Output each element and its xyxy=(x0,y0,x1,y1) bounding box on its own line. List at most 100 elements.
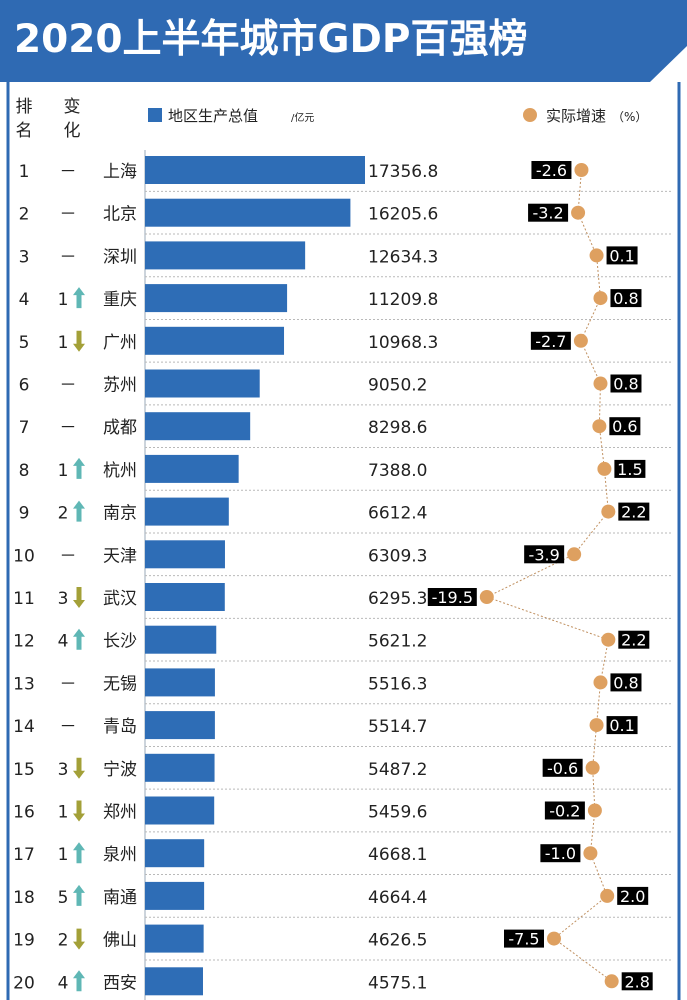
rank-change-number: 5 xyxy=(58,888,69,908)
growth-value-label: -3.9 xyxy=(529,545,560,564)
growth-label-box xyxy=(542,758,583,777)
growth-label-box xyxy=(609,417,641,436)
gdp-value-label: 5487.2 xyxy=(368,760,427,780)
growth-value-label: 0.1 xyxy=(609,716,634,735)
growth-dot xyxy=(547,931,561,946)
rank-number: 16 xyxy=(13,803,35,823)
title-banner-shape xyxy=(0,0,687,82)
city-name: 武汉 xyxy=(103,589,137,609)
gdp-value-label: 10968.3 xyxy=(368,333,438,353)
arrow-up-icon xyxy=(73,842,85,864)
growth-value-label: -1.0 xyxy=(545,844,576,863)
growth-label-box xyxy=(528,203,569,222)
city-name: 北京 xyxy=(103,205,137,225)
gdp-legend-swatch xyxy=(148,108,162,122)
gdp-bar xyxy=(145,967,203,996)
growth-value-label: 1.5 xyxy=(617,460,642,479)
arrow-down-icon xyxy=(73,800,85,822)
gdp-value-label: 5516.3 xyxy=(368,674,427,694)
gdp-bar xyxy=(145,497,229,526)
growth-dot xyxy=(479,590,494,604)
gdp-bar xyxy=(145,369,260,398)
growth-label-box xyxy=(618,502,650,521)
rank-number: 4 xyxy=(19,290,30,310)
rank-change-number: 2 xyxy=(58,504,69,524)
growth-value-label: 0.6 xyxy=(612,417,637,436)
growth-label-box xyxy=(617,886,649,905)
gdp-bar xyxy=(145,156,365,184)
growth-value-label: 0.1 xyxy=(609,246,634,265)
rank-change-number: 4 xyxy=(58,632,69,652)
gdp-value-label: 5514.7 xyxy=(368,717,427,737)
growth-dot xyxy=(585,760,600,775)
gdp-bar xyxy=(145,881,205,910)
rank-change-number: 3 xyxy=(58,589,69,609)
rank-change-number: 1 xyxy=(58,845,69,865)
arrow-up-icon xyxy=(73,287,85,309)
gdp-bar xyxy=(145,583,225,611)
growth-value-label: -2.7 xyxy=(535,332,566,351)
growth-label-box xyxy=(427,588,477,606)
gdp-bar xyxy=(145,668,215,697)
gdp-bar xyxy=(145,924,204,953)
rank-change-number: 1 xyxy=(58,803,69,823)
growth-value-label: 2.2 xyxy=(621,503,646,522)
change-header-1: 变 xyxy=(64,97,81,117)
growth-label-box xyxy=(614,459,646,478)
rank-change-dash: － xyxy=(60,674,77,694)
gdp-bar xyxy=(145,540,225,569)
growth-dot xyxy=(589,248,604,263)
gdp-value-label: 6295.3 xyxy=(368,589,427,609)
gdp-value-label: 8298.6 xyxy=(368,418,427,438)
growth-value-label: -19.5 xyxy=(432,588,473,607)
city-name: 南通 xyxy=(103,888,137,908)
gdp-value-label: 11209.8 xyxy=(368,290,438,310)
rank-number: 7 xyxy=(19,418,30,438)
rank-change-dash: － xyxy=(60,247,77,267)
growth-value-label: 0.8 xyxy=(613,289,638,308)
rank-number: 14 xyxy=(13,717,35,737)
gdp-bar xyxy=(145,839,205,868)
growth-dot xyxy=(567,547,582,562)
rank-number: 2 xyxy=(19,205,30,225)
growth-label-box xyxy=(610,289,642,308)
growth-dot xyxy=(571,205,586,220)
city-name: 上海 xyxy=(103,162,137,182)
city-name: 广州 xyxy=(103,333,137,353)
rank-header-1: 排 xyxy=(16,97,33,117)
gdp-value-label: 4626.5 xyxy=(368,931,427,951)
growth-value-label: 2.0 xyxy=(620,887,645,906)
rank-number: 18 xyxy=(13,888,35,908)
rank-number: 8 xyxy=(19,461,30,481)
rank-number: 15 xyxy=(13,760,35,780)
rank-change-dash: － xyxy=(60,717,77,737)
rank-number: 10 xyxy=(13,546,35,566)
growth-dot xyxy=(601,632,616,647)
growth-dot xyxy=(604,974,619,989)
city-name: 苏州 xyxy=(103,376,137,396)
growth-label-box xyxy=(504,929,544,948)
rank-header-2: 名 xyxy=(16,121,33,141)
arrow-down-icon xyxy=(73,757,85,779)
gdp-value-label: 6309.3 xyxy=(368,546,427,566)
rank-number: 1 xyxy=(19,162,30,182)
rank-number: 13 xyxy=(13,674,35,694)
gdp-bar xyxy=(145,326,285,355)
growth-label-box xyxy=(610,673,642,692)
rank-number: 12 xyxy=(13,632,35,652)
city-name: 成都 xyxy=(103,418,137,438)
gdp-value-label: 12634.3 xyxy=(368,247,438,267)
rank-change-dash: － xyxy=(60,162,77,182)
rank-number: 20 xyxy=(13,973,35,993)
city-name: 西安 xyxy=(103,973,137,993)
gdp-value-label: 9050.2 xyxy=(368,376,427,396)
arrow-up-icon xyxy=(73,500,85,522)
growth-dot xyxy=(593,376,608,391)
city-name: 杭州 xyxy=(103,461,137,481)
city-name: 郑州 xyxy=(103,803,137,823)
rank-number: 17 xyxy=(13,845,35,865)
growth-value-label: 2.8 xyxy=(624,972,649,991)
rank-number: 3 xyxy=(19,247,30,267)
growth-label-box xyxy=(621,972,653,991)
growth-value-label: 0.8 xyxy=(613,375,638,394)
